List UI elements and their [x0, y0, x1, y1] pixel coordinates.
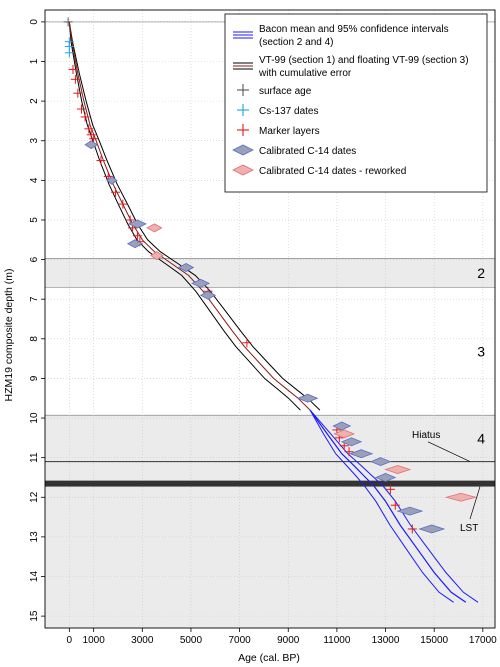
legend-entry-label: with cumulative error — [258, 68, 352, 79]
c14-date-marker — [84, 140, 99, 150]
c14-date-marker — [333, 429, 355, 439]
x-tick-label: 9000 — [277, 635, 300, 646]
y-tick-label: 14 — [29, 571, 40, 583]
x-axis-title: Age (cal. BP) — [238, 652, 300, 664]
lst-layer — [45, 480, 495, 487]
section-label-3: 3 — [477, 343, 485, 359]
c14-date-marker — [418, 524, 446, 534]
x-tick-label: 7000 — [228, 635, 251, 646]
c14-date-marker — [374, 473, 397, 482]
legend-entry-label: surface age — [259, 86, 312, 97]
c14-date-marker — [191, 278, 211, 288]
legend-entry-label: Marker layers — [259, 126, 320, 137]
hiatus-label: Hiatus — [412, 430, 440, 441]
bacon-ci-lower — [309, 409, 454, 603]
c14-date-marker — [340, 437, 363, 447]
x-tick-label: 3000 — [131, 635, 154, 646]
data-points — [63, 17, 478, 534]
bacon-mean-line — [309, 409, 467, 603]
x-axis: 0 1000 3000 5000 7000 9000 11000 13000 15000 1700… — [67, 628, 497, 646]
section-label-4: 4 — [477, 430, 485, 446]
c14-date-marker — [146, 223, 163, 233]
vt99-error-upper — [68, 21, 321, 411]
legend-diamond-symbol — [232, 164, 254, 176]
y-tick-label: 9 — [29, 375, 40, 381]
legend-entry-label: (section 2 and 4) — [259, 37, 334, 48]
legend-diamond-symbol — [232, 144, 254, 156]
c14-date-marker — [384, 465, 412, 474]
y-tick-label: 0 — [29, 19, 40, 25]
y-tick-label: 11 — [29, 452, 40, 463]
c14-date-marker — [150, 251, 164, 261]
legend-entry-label: VT-99 (section 1) and floating VT-99 (se… — [259, 55, 469, 66]
y-axis-title: HZM19 composite depth (m) — [3, 268, 15, 401]
lst-band — [45, 480, 495, 487]
c14-date-marker — [296, 393, 319, 403]
c14-date-marker — [127, 219, 147, 229]
lst-label: LST — [460, 523, 478, 534]
hiatus-pointer — [427, 441, 471, 462]
section-label-2: 2 — [477, 265, 485, 281]
c14-date-marker — [444, 492, 478, 502]
x-tick-label: 5000 — [180, 635, 203, 646]
legend-box — [224, 13, 488, 193]
y-tick-label: 5 — [29, 217, 40, 223]
y-tick-label: 13 — [29, 531, 40, 543]
y-tick-label: 4 — [29, 177, 40, 183]
legend-entry-label: Calibrated C-14 dates — [259, 146, 356, 157]
y-tick-label: 7 — [29, 296, 40, 302]
y-tick-label: 3 — [29, 138, 40, 144]
legend-entry-label: Cs-137 dates — [259, 106, 318, 117]
y-tick-label: 8 — [29, 336, 40, 342]
x-tick-label: 11000 — [323, 635, 351, 646]
y-tick-label: 12 — [29, 491, 40, 503]
y-tick-label: 15 — [29, 610, 40, 622]
plot-frame — [44, 9, 496, 629]
c14-date-marker — [106, 175, 118, 185]
c14-date-marker — [396, 506, 424, 516]
section-band-4 — [45, 415, 495, 628]
x-tick-label: 13000 — [372, 635, 400, 646]
c14-date-marker — [199, 290, 217, 300]
section-bands — [45, 21, 495, 628]
c14-date-marker — [332, 421, 352, 431]
y-tick-label: 10 — [29, 412, 40, 424]
c14-date-marker — [126, 239, 144, 249]
x-tick-label: 15000 — [420, 635, 448, 646]
y-tick-label: 2 — [29, 98, 40, 104]
plot-border — [44, 9, 496, 629]
c14-date-marker — [369, 457, 392, 467]
legend-entry-label: Calibrated C-14 dates - reworked — [259, 166, 406, 177]
y-tick-label: 6 — [29, 256, 40, 262]
section-band-2 — [45, 258, 495, 288]
legend: Bacon mean and 95% confidence intervals (… — [224, 13, 488, 193]
y-tick-label: 1 — [29, 58, 40, 64]
legend-entry-label: Bacon mean and 95% confidence intervals — [259, 24, 449, 35]
x-tick-label: 0 — [67, 635, 73, 646]
c14-date-marker — [177, 263, 195, 272]
x-tick-label: 17000 — [469, 635, 497, 646]
c14-date-marker — [349, 449, 374, 459]
x-tick-label: 1000 — [83, 635, 106, 646]
bacon-ci-upper — [309, 409, 479, 603]
lst-pointer — [469, 486, 481, 520]
age-model-curves — [68, 21, 479, 603]
